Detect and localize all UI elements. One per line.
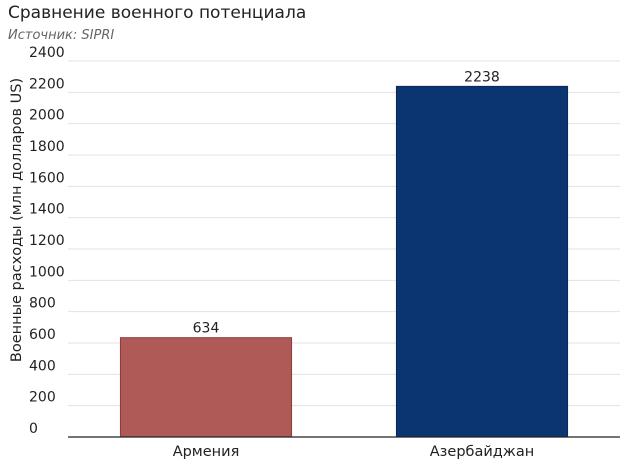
y-tick-label: 600 xyxy=(29,327,56,343)
chart-subtitle: Источник: SIPRI xyxy=(8,28,115,43)
y-tick-label: 800 xyxy=(29,296,56,312)
y-tick-label: 1600 xyxy=(29,170,65,186)
y-tick-label: 1000 xyxy=(29,264,65,280)
y-axis-ticks: 0 200 400 600 800 1000 1200 1400 1600 1800 2000 220… xyxy=(29,45,65,437)
data-labels: 634 2238 xyxy=(193,69,500,336)
y-tick-label: 200 xyxy=(29,390,56,406)
y-axis-label: Военные расходы (млн долларов US) xyxy=(9,78,25,362)
chart-title: Сравнение военного потенциала xyxy=(8,3,307,23)
y-tick-label: 1400 xyxy=(29,202,65,218)
y-tick-label: 2400 xyxy=(29,45,65,61)
x-axis-ticks: Армения Азербайджан xyxy=(173,444,535,460)
y-tick-label: 1800 xyxy=(29,139,65,155)
bar-2 xyxy=(395,85,569,438)
data-label: 2238 xyxy=(464,69,500,85)
y-tick-label: 2000 xyxy=(29,108,65,124)
y-tick-label: 400 xyxy=(29,358,56,374)
y-tick-label: 1200 xyxy=(29,233,65,249)
y-tick-label: 0 xyxy=(29,421,38,437)
y-tick-label: 2200 xyxy=(29,76,65,92)
x-tick-label: Азербайджан xyxy=(430,444,534,460)
bars xyxy=(119,85,569,438)
bar-1 xyxy=(119,337,293,438)
data-label: 634 xyxy=(193,321,220,337)
x-tick-label: Армения xyxy=(173,444,240,460)
